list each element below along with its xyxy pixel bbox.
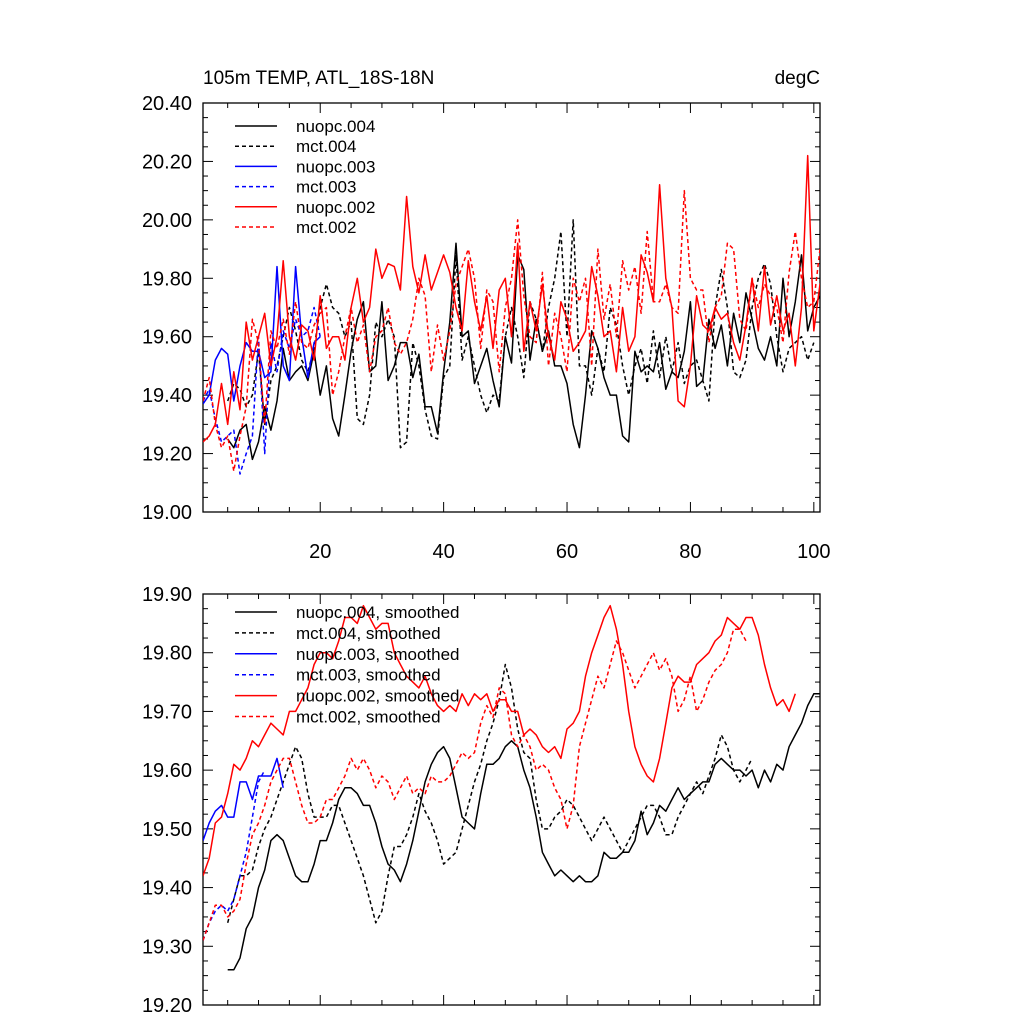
legend-label: nuopc.004, smoothed: [296, 603, 460, 622]
top-chart-title: 105m TEMP, ATL_18S-18N: [203, 68, 434, 89]
y-tick-label: 19.80: [142, 643, 192, 665]
legend-label: nuopc.003, smoothed: [296, 645, 460, 664]
y-tick-label: 19.00: [142, 502, 192, 524]
y-tick-label: 19.60: [142, 760, 192, 782]
legend-label: nuopc.002: [296, 198, 375, 217]
y-tick-label: 19.40: [142, 878, 192, 900]
series-line-mct-004-smoothed: [226, 663, 753, 924]
x-tick-label: 80: [679, 541, 701, 563]
y-tick-label: 19.20: [142, 995, 192, 1017]
legend-label: mct.002: [296, 218, 356, 237]
legend-label: mct.004: [296, 137, 356, 156]
x-tick-label: 100: [797, 541, 830, 563]
legend-label: mct.003: [296, 178, 356, 197]
legend-label: mct.003, smoothed: [296, 666, 441, 685]
bottom-panel: 19.20 19.30 19.40 19.50 19.60 19.70 19.80 19.90…: [142, 584, 821, 1017]
series-line-mct-002: [203, 189, 820, 472]
legend-label: nuopc.004: [296, 117, 375, 136]
series-line-mct-003-smoothed: [203, 769, 266, 941]
y-tick-label: 19.20: [142, 444, 192, 466]
legend-label: nuopc.002, smoothed: [296, 687, 460, 706]
x-tick-label: 20: [309, 541, 331, 563]
y-tick-label: 19.50: [142, 819, 192, 841]
legend-label: mct.002, smoothed: [296, 708, 441, 727]
y-tick-label: 19.70: [142, 701, 192, 723]
y-tick-label: 19.60: [142, 327, 192, 349]
series-line-nuopc-003-smoothed: [203, 757, 284, 841]
y-tick-label: 20.20: [142, 151, 192, 173]
y-tick-label: 19.40: [142, 385, 192, 407]
legend-label: nuopc.003: [296, 157, 375, 176]
top-panel: 19.00 19.20 19.40 19.60 19.80 20.00 20.20 20.40…: [142, 93, 831, 563]
series-line-nuopc-002-smoothed: [203, 604, 797, 877]
y-tick-label: 19.30: [142, 936, 192, 958]
series-line-nuopc-004-smoothed: [227, 693, 820, 971]
x-tick-label: 40: [433, 541, 455, 563]
y-tick-label: 19.90: [142, 584, 192, 606]
top-chart-units: degC: [775, 68, 820, 89]
series-line-mct-004: [226, 219, 815, 449]
y-tick-label: 19.80: [142, 268, 192, 290]
y-tick-label: 20.00: [142, 210, 192, 232]
x-tick-label: 60: [556, 541, 578, 563]
legend-label: mct.004, smoothed: [296, 624, 441, 643]
series-line-mct-002-smoothed: [203, 628, 747, 941]
y-tick-label: 20.40: [142, 93, 192, 115]
series-line-nuopc-003: [203, 265, 321, 405]
series-line-nuopc-002: [203, 154, 820, 443]
